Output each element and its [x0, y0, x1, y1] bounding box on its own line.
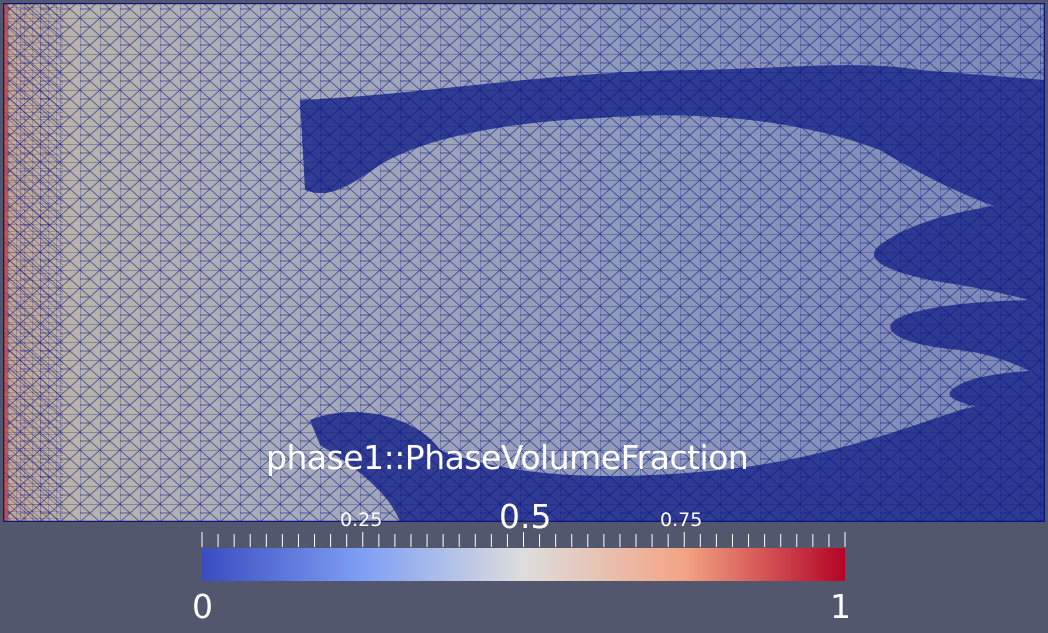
colorbar-tick-label-075: 0.75	[660, 509, 703, 531]
colorbar-min-label: 0	[192, 587, 213, 626]
colorbar-title: phase1::PhaseVolumeFraction	[266, 438, 749, 477]
mesh-domain	[3, 3, 1045, 522]
mesh-edges-refined-inlet	[3, 3, 63, 522]
colorbar-tick-marks	[201, 532, 846, 547]
domain-outline	[3, 3, 1045, 522]
colorbar-tick-label-05: 0.5	[499, 497, 552, 536]
color-legend	[201, 532, 846, 581]
mesh-edges	[3, 3, 1045, 522]
colorbar-max-label: 1	[830, 587, 851, 626]
inlet-boundary	[3, 3, 8, 522]
colorbar-gradient	[202, 548, 845, 581]
colorbar-tick-label-025: 0.25	[340, 509, 383, 531]
